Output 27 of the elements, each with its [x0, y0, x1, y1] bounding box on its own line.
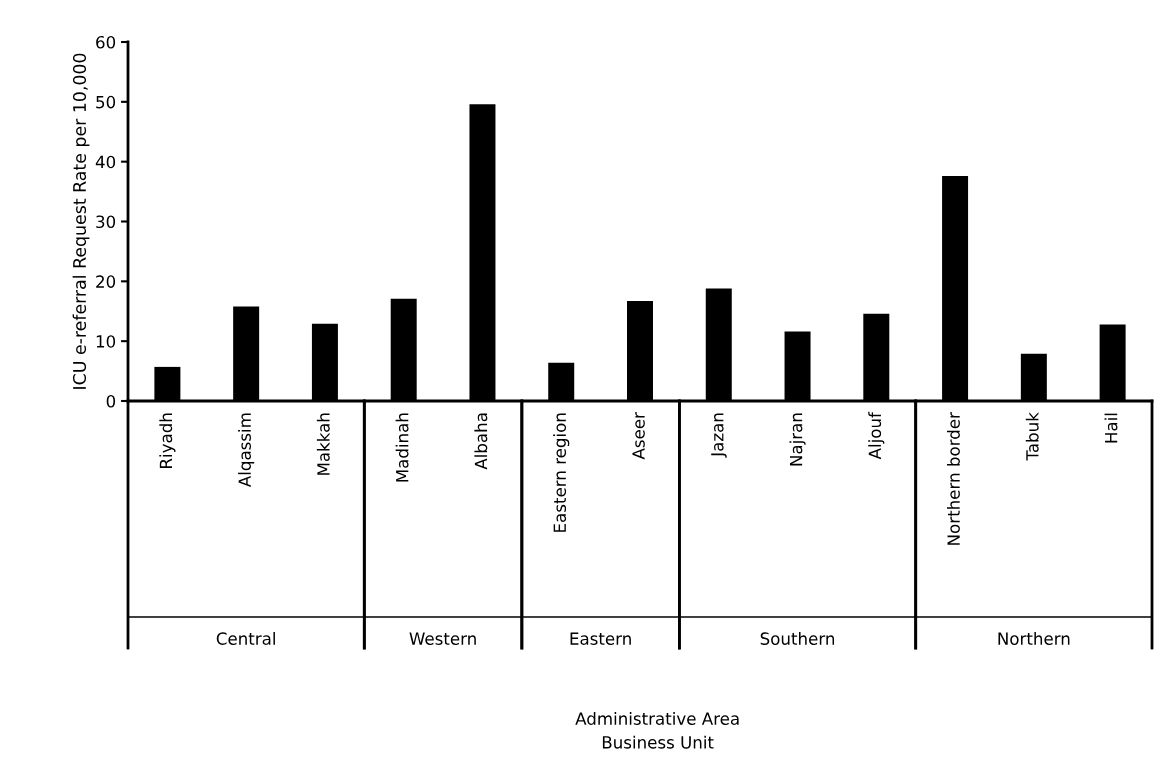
text: Central [216, 632, 275, 645]
x-tick-label: Aseer [632, 412, 645, 460]
y-axis-title: ICU e-referral Request Rate per 10,000 [72, 53, 90, 389]
x-tick-label: Makkah [316, 413, 330, 475]
x-tick-label: Tabuk [1025, 412, 1039, 461]
y-tick-label: 50 [96, 95, 116, 109]
y-tick-label: 20 [96, 275, 116, 288]
x-tick-label: Riyadh [159, 413, 176, 468]
x-tick-label: Jazan [711, 413, 727, 458]
text: Western [409, 632, 476, 645]
x-tick-label: Alqassim [238, 413, 255, 488]
y-tick-label: 60 [96, 35, 116, 49]
text: Northern [998, 632, 1070, 645]
y-tick-label: 40 [95, 155, 116, 169]
text: Administrative Area Business Unit [575, 712, 739, 749]
y-tick-label: 30 [96, 215, 116, 229]
y-tick-label: 0 [106, 394, 116, 408]
x-tick-label: Northern border [947, 412, 960, 545]
x-tick-label: Najran [789, 413, 806, 466]
x-tick-label: Albaha [474, 413, 488, 470]
y-tick-label: 10 [96, 335, 116, 348]
x-tick-label: Eastern region [553, 413, 570, 532]
x-tick-label: Madinah [395, 413, 409, 482]
text: Eastern [570, 632, 631, 645]
x-tick-label: Aljouf [868, 411, 885, 460]
x-tick-label: Hail [1104, 413, 1118, 443]
text: Southern [760, 632, 835, 645]
